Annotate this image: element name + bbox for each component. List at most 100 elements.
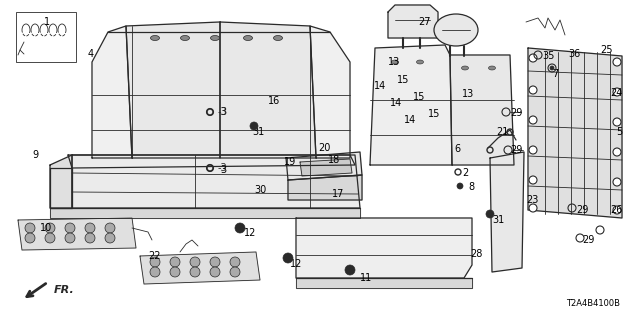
Circle shape xyxy=(190,267,200,277)
Circle shape xyxy=(529,54,537,62)
Text: 15: 15 xyxy=(413,92,426,102)
Text: -3: -3 xyxy=(218,107,228,117)
Text: 29: 29 xyxy=(576,205,588,215)
Circle shape xyxy=(105,233,115,243)
Text: T2A4B4100B: T2A4B4100B xyxy=(566,299,620,308)
Polygon shape xyxy=(490,152,524,272)
Circle shape xyxy=(105,223,115,233)
Polygon shape xyxy=(296,218,472,278)
Circle shape xyxy=(85,223,95,233)
Circle shape xyxy=(65,233,75,243)
Text: 29: 29 xyxy=(510,145,522,155)
Text: 21: 21 xyxy=(496,127,508,137)
Circle shape xyxy=(230,267,240,277)
Text: 4: 4 xyxy=(88,49,94,59)
Ellipse shape xyxy=(461,66,468,70)
Polygon shape xyxy=(288,175,362,200)
Text: 12: 12 xyxy=(244,228,257,238)
Ellipse shape xyxy=(243,36,253,41)
Text: 10: 10 xyxy=(40,223,52,233)
Text: 14: 14 xyxy=(390,98,403,108)
Polygon shape xyxy=(72,155,360,208)
Text: 24: 24 xyxy=(610,88,622,98)
Circle shape xyxy=(190,257,200,267)
Circle shape xyxy=(45,233,55,243)
Circle shape xyxy=(613,118,621,126)
Text: 23: 23 xyxy=(526,195,538,205)
Circle shape xyxy=(25,223,35,233)
Circle shape xyxy=(486,210,494,218)
Circle shape xyxy=(345,265,355,275)
Text: 35: 35 xyxy=(542,51,554,61)
Text: 25: 25 xyxy=(600,45,612,55)
Circle shape xyxy=(210,257,220,267)
Polygon shape xyxy=(286,152,362,180)
Text: 27: 27 xyxy=(418,17,431,27)
Polygon shape xyxy=(50,168,72,208)
Circle shape xyxy=(529,116,537,124)
Polygon shape xyxy=(450,55,514,165)
Circle shape xyxy=(613,178,621,186)
Text: 7: 7 xyxy=(552,69,558,79)
Circle shape xyxy=(529,146,537,154)
Polygon shape xyxy=(68,155,355,168)
Circle shape xyxy=(65,223,75,233)
Text: 16: 16 xyxy=(268,96,280,106)
Text: 19: 19 xyxy=(284,157,296,167)
Circle shape xyxy=(613,88,621,96)
Ellipse shape xyxy=(392,60,399,64)
Text: 26: 26 xyxy=(610,205,622,215)
Circle shape xyxy=(550,66,554,70)
Text: 9: 9 xyxy=(32,150,38,160)
Circle shape xyxy=(529,86,537,94)
Circle shape xyxy=(613,206,621,214)
Polygon shape xyxy=(18,218,136,250)
Text: 3: 3 xyxy=(220,165,226,175)
Text: 29: 29 xyxy=(510,108,522,118)
Polygon shape xyxy=(388,5,438,38)
Text: 13: 13 xyxy=(388,57,400,67)
Text: 30: 30 xyxy=(254,185,266,195)
Ellipse shape xyxy=(417,60,424,64)
Polygon shape xyxy=(370,45,452,165)
Bar xyxy=(16,12,76,62)
Circle shape xyxy=(85,233,95,243)
Text: 31: 31 xyxy=(252,127,264,137)
Circle shape xyxy=(210,267,220,277)
Ellipse shape xyxy=(211,36,220,41)
Text: 5: 5 xyxy=(616,127,622,137)
Text: 8: 8 xyxy=(468,182,474,192)
Circle shape xyxy=(230,257,240,267)
Text: 28: 28 xyxy=(470,249,483,259)
Polygon shape xyxy=(220,22,316,158)
Circle shape xyxy=(457,183,463,189)
Text: 18: 18 xyxy=(328,155,340,165)
Text: 36: 36 xyxy=(568,49,580,59)
Polygon shape xyxy=(126,22,220,158)
Text: 29: 29 xyxy=(582,235,595,245)
Polygon shape xyxy=(300,159,352,176)
Text: 11: 11 xyxy=(360,273,372,283)
Circle shape xyxy=(529,204,537,212)
Circle shape xyxy=(529,176,537,184)
Text: 20: 20 xyxy=(318,143,330,153)
Ellipse shape xyxy=(180,36,189,41)
Polygon shape xyxy=(528,48,622,218)
Circle shape xyxy=(283,253,293,263)
Circle shape xyxy=(150,267,160,277)
Polygon shape xyxy=(92,26,132,158)
Circle shape xyxy=(170,257,180,267)
Ellipse shape xyxy=(273,36,282,41)
Text: 6: 6 xyxy=(454,144,460,154)
Text: 14: 14 xyxy=(374,81,387,91)
Circle shape xyxy=(150,257,160,267)
Text: 1: 1 xyxy=(44,17,50,27)
Circle shape xyxy=(613,58,621,66)
Text: 31: 31 xyxy=(492,215,504,225)
Text: 15: 15 xyxy=(397,75,410,85)
Circle shape xyxy=(45,223,55,233)
Circle shape xyxy=(235,223,245,233)
Text: FR.: FR. xyxy=(54,285,75,295)
Polygon shape xyxy=(50,208,360,218)
Text: 22: 22 xyxy=(148,251,161,261)
